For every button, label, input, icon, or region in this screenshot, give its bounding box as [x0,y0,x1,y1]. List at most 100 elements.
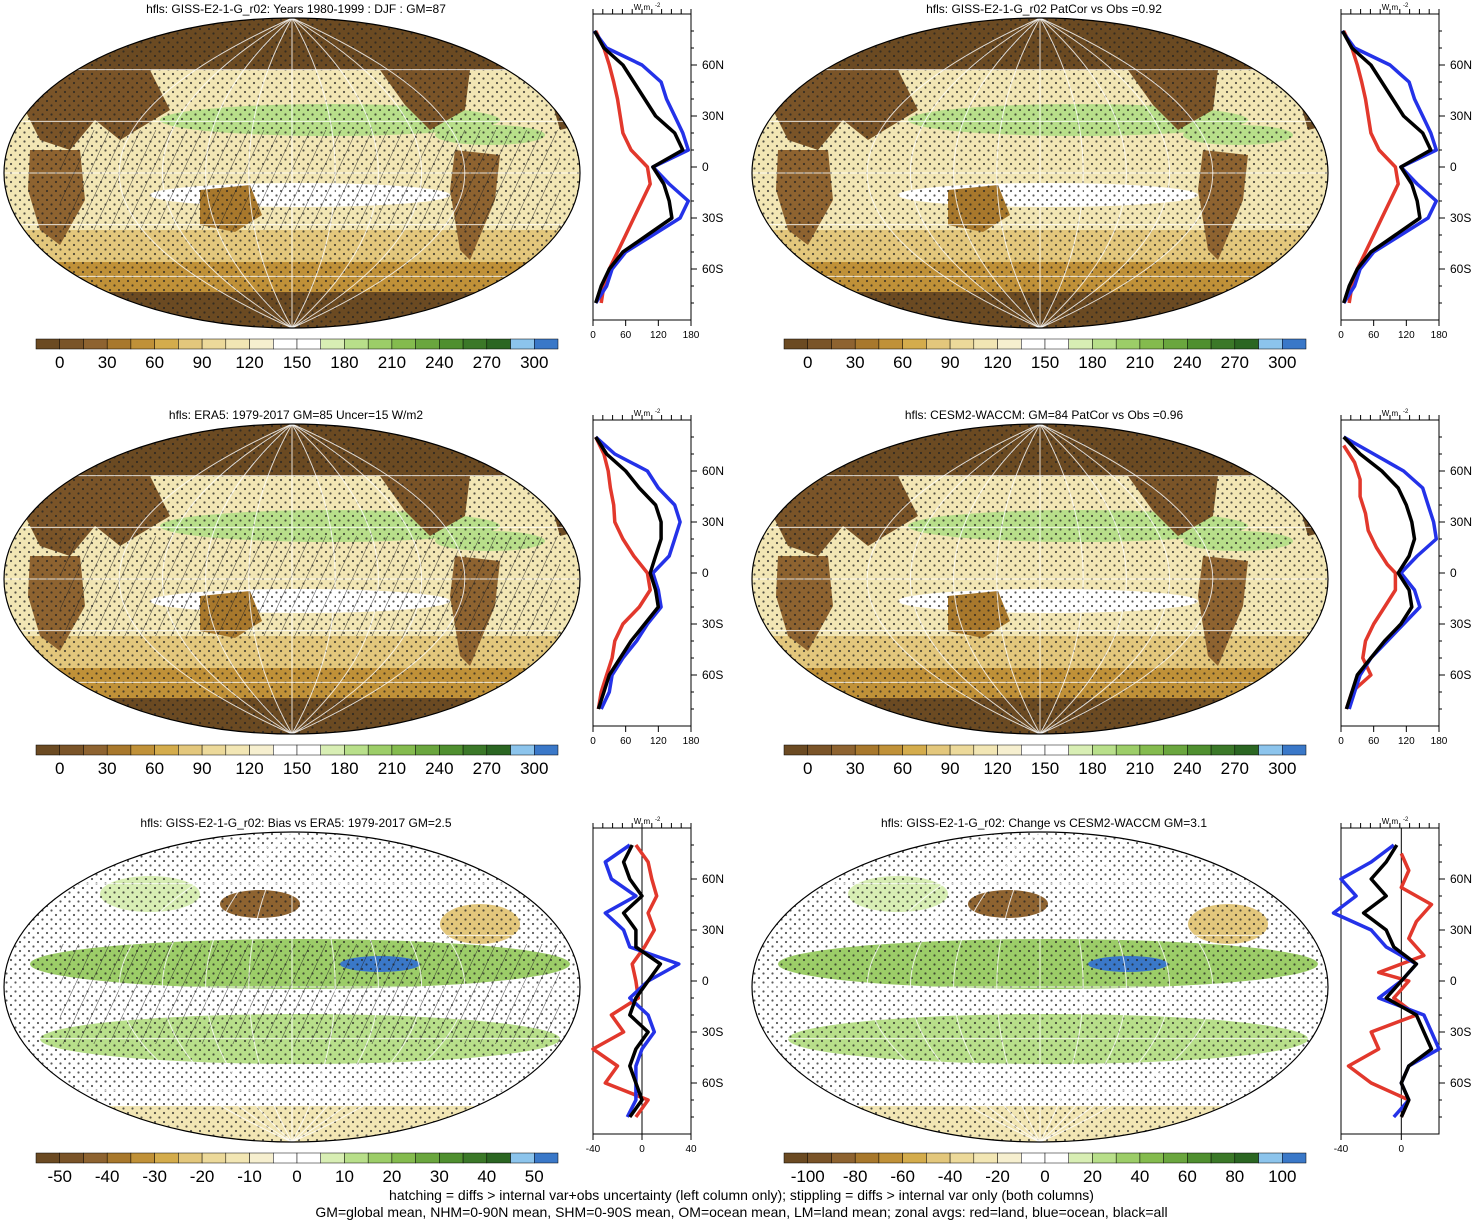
graticule-lon [118,832,293,1142]
zonal-y-tick-label: 60S [702,262,723,276]
colorbar-segment [1234,338,1259,350]
colorbar-segment [439,744,464,756]
zonal-series-land [1342,444,1398,710]
colorbar-segment [1115,338,1141,350]
colorbar-segment [807,338,832,350]
map-title: hfls: GISS-E2-1-G_r02: Bias vs ERA5: 197… [140,816,452,830]
colorbar-label: 60 [893,759,912,778]
colorbar-segment [344,338,369,350]
colorbar-label: 150 [283,353,311,372]
zonal-series-land [591,843,659,1119]
panel-2: 0 30 60 90 120 150 180 210 240 270 300 W m -2 0 60 120 1… [751,3,1472,372]
colorbar-label: 120 [235,353,263,372]
zonal-x-tick-label: 0 [590,330,596,341]
colorbar-segment [902,338,927,350]
colorbar-segment [367,1152,393,1164]
colorbar-label: 180 [330,759,358,778]
zonal-x-tick-label: 120 [650,330,667,341]
zonal-y-tick-label: 30S [1450,1025,1471,1039]
colorbar-segment [1021,338,1046,350]
colorbar-segment [1115,744,1141,756]
zonal-y-tick-label: 30N [1450,109,1472,123]
footer-line-1: hatching = diffs > internal var+obs unce… [389,1187,1094,1203]
map [752,18,1328,328]
zonal-x-tick-label: 0 [639,1144,645,1155]
colorbar-label: -20 [985,1167,1010,1186]
zonal-x-tick-label: 60 [620,330,632,341]
colorbar-segment [154,744,179,756]
colorbar-label: 30 [98,353,117,372]
graticule-lon [291,424,379,734]
zonal-x-tick-label: -40 [586,1144,601,1155]
graticule-lon [1039,832,1084,1142]
zonal-series-land [1342,30,1400,304]
map-border [751,831,1329,1143]
zonal-y-tick-label: 0 [702,974,709,988]
colorbar-segment [1282,338,1307,350]
colorbar-segment [486,338,511,350]
colorbar-segment [534,338,559,350]
graticule-lon [162,18,293,328]
colorbar-label: 240 [1173,353,1201,372]
colorbar-label: 0 [1040,1167,1049,1186]
zonal-y-tick-label: 60N [1450,872,1472,886]
colorbar-segment [1021,744,1046,756]
graticule-lon [291,18,336,328]
colorbar-segment [462,338,488,350]
colorbar-segment [1234,744,1259,756]
colorbar-segment [83,338,108,350]
colorbar-label: 300 [520,353,548,372]
graticule-lon [1039,832,1214,1142]
colorbar-label: -60 [890,1167,915,1186]
zonal-y-tick-label: 60N [1450,464,1472,478]
colorbar-segment [59,744,84,756]
graticule-lon [291,424,422,734]
zonal-y-tick-label: 60S [1450,1076,1471,1090]
colorbar-label: 60 [1178,1167,1197,1186]
colorbar-label: 30 [430,1167,449,1186]
colorbar-segment [1210,1152,1236,1164]
graticule-lon [1039,424,1214,734]
colorbar-label: 210 [378,759,406,778]
colorbar-label: 180 [1078,353,1106,372]
colorbar-segment [1139,1152,1164,1164]
colorbar-segment [225,744,250,756]
colorbar-segment [973,338,998,350]
colorbar-segment [296,338,321,350]
zonal-y-tick-label: 30S [702,1025,723,1039]
graticule-lon [996,424,1041,734]
colorbar-segment [415,338,440,350]
map-border [751,17,1329,329]
zonal-series-all [1341,30,1433,304]
graticule-lon [291,424,466,734]
zonal-y-tick-label: 30N [702,109,724,123]
colorbar-label: 270 [473,353,501,372]
colorbar-segment [83,744,108,756]
zonal-unit-label: W m [634,409,651,418]
zonal-y-tick-label: 60N [702,872,724,886]
graticule-lon [1039,18,1084,328]
zonal-y-tick-label: 60S [1450,262,1471,276]
colorbar-segment [1021,1152,1046,1164]
graticule-lon [910,424,1041,734]
zonal-x-tick-label: 180 [683,736,700,747]
graticule-lon [910,18,1041,328]
zonal-unit-label: W m [634,3,651,12]
colorbar-label: 270 [473,759,501,778]
colorbar-segment [439,1152,464,1164]
graticule-lon [205,424,293,734]
graticule-lon [291,832,379,1142]
colorbar-label: 210 [1126,353,1154,372]
colorbar-segment [296,744,321,756]
graticule-lon [953,832,1041,1142]
colorbar-label: 0 [292,1167,301,1186]
zonal-y-tick-label: 60N [702,464,724,478]
colorbar-segment [902,1152,927,1164]
colorbar-segment [1258,338,1283,350]
colorbar-segment [926,744,951,756]
graticule-lon [953,424,1041,734]
zonal-x-tick-label: 120 [1398,330,1415,341]
graticule-lon [162,832,293,1142]
zonal-series-ocean [594,435,682,710]
zonal-unit-exponent: -2 [1403,409,1409,415]
